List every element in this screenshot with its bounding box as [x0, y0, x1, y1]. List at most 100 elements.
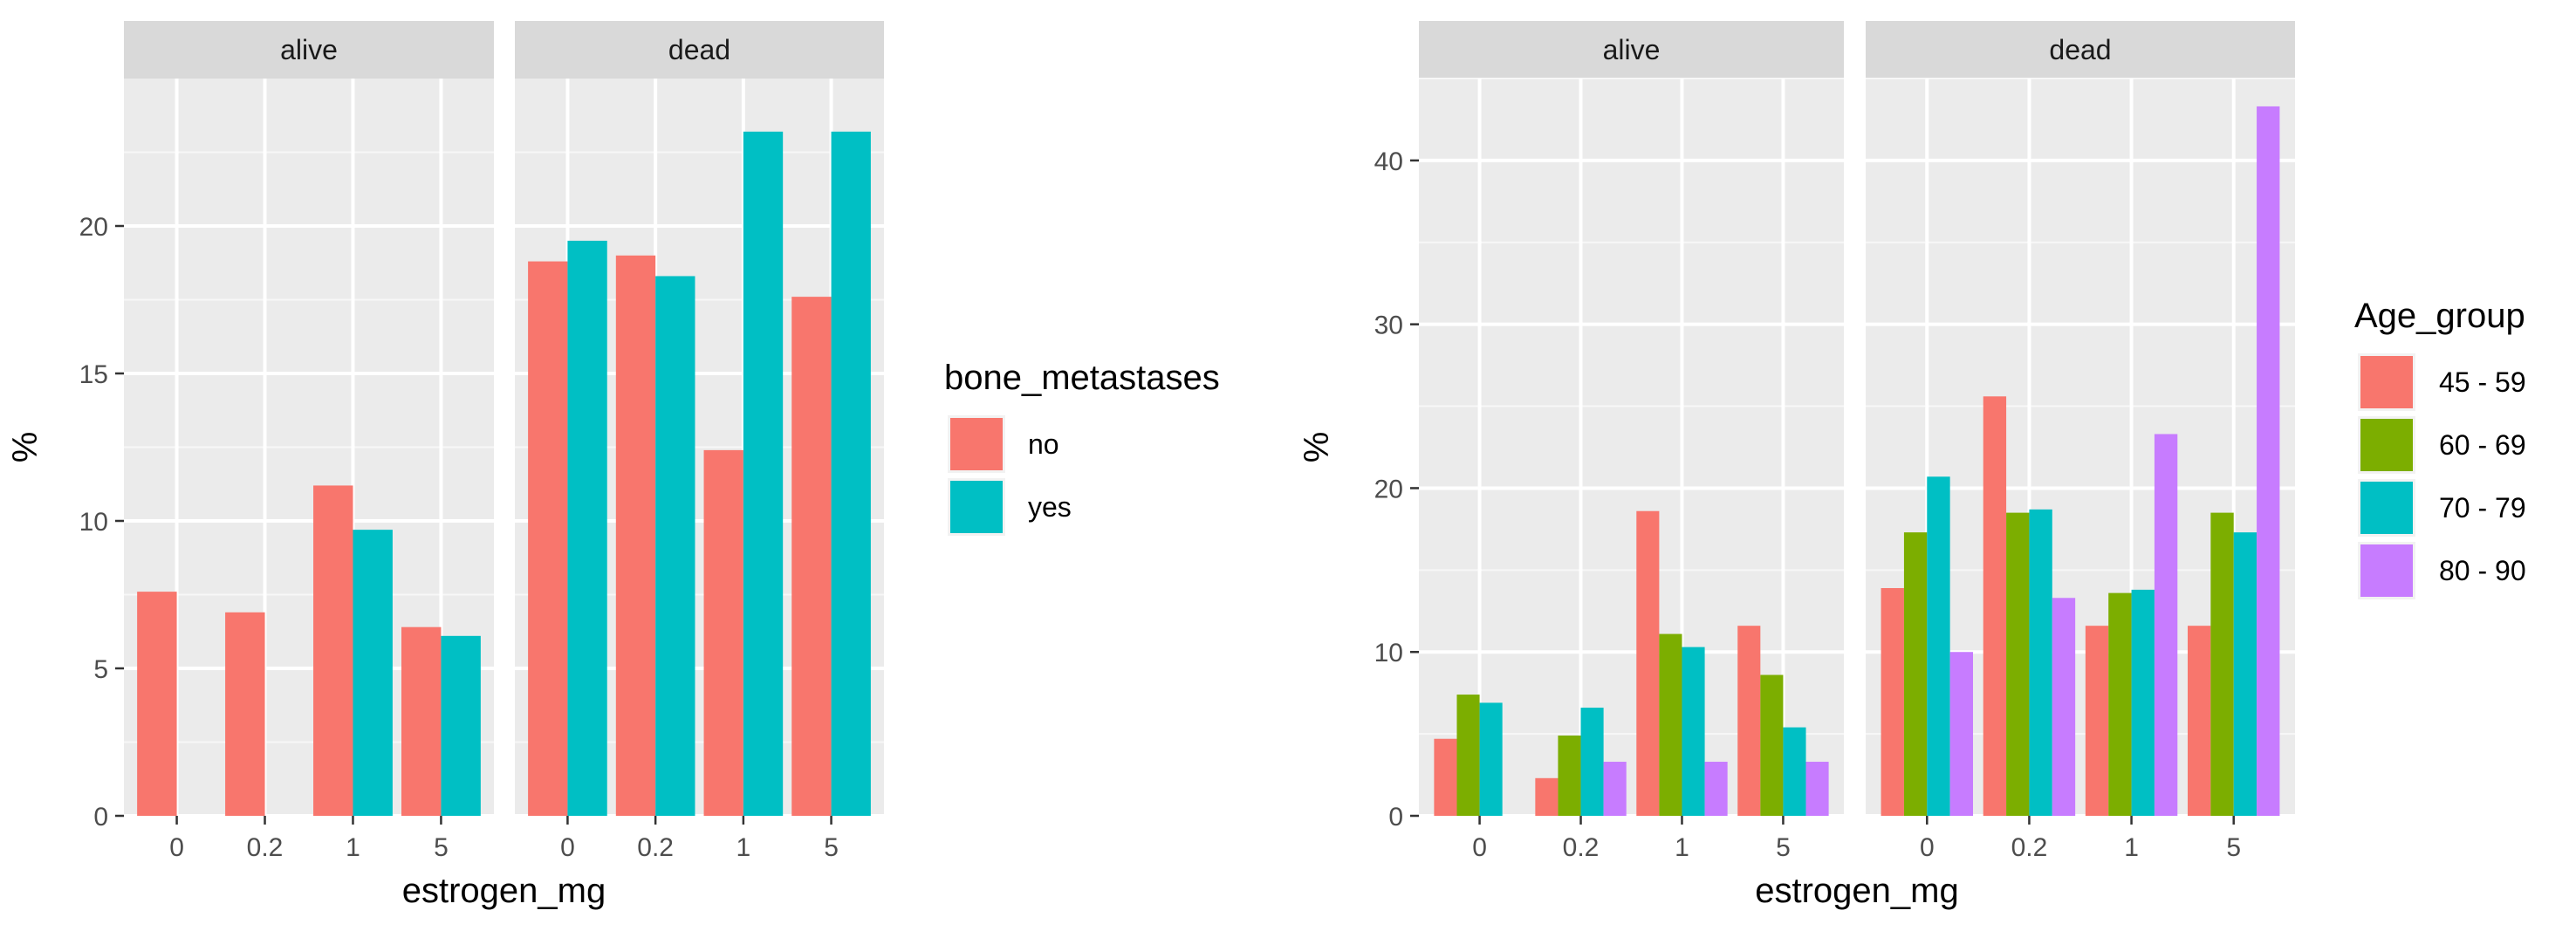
bar	[2188, 626, 2211, 816]
x-tick-label: 0.2	[637, 833, 674, 862]
y-axis-title: %	[6, 432, 45, 463]
legend-label: no	[1028, 428, 1059, 460]
bar	[2108, 592, 2132, 816]
bar	[1704, 762, 1728, 816]
y-axis-title: %	[1298, 432, 1336, 463]
facet-strip	[515, 21, 884, 79]
y-tick-label: 5	[93, 655, 108, 684]
facet-strip	[124, 21, 494, 79]
bar	[2131, 589, 2155, 816]
x-tick-label: 5	[2226, 833, 2241, 862]
legend-label: 70 - 79	[2439, 492, 2526, 524]
legend-key-swatch	[950, 481, 1003, 533]
bar	[441, 635, 481, 816]
legend-label: 60 - 69	[2439, 429, 2526, 461]
bar	[1603, 762, 1627, 816]
bar	[1881, 587, 1904, 816]
x-tick-label: 0.2	[2011, 833, 2048, 862]
bar	[1636, 510, 1660, 816]
facet-label: alive	[280, 34, 338, 65]
bar	[703, 449, 743, 816]
y-tick-label: 30	[1374, 311, 1403, 340]
legend-label: yes	[1028, 491, 1072, 523]
y-tick-label: 0	[93, 803, 108, 832]
bar	[1558, 735, 1581, 816]
facet-dead: dead 0 0.2 1 5	[1866, 21, 2295, 862]
legend-key-swatch	[2360, 482, 2413, 534]
bar	[1903, 532, 1928, 816]
bar	[1434, 738, 1457, 816]
bar	[2029, 509, 2052, 816]
bar	[1805, 762, 1829, 816]
legend-key-swatch	[950, 418, 1003, 470]
legend-key-swatch	[2360, 544, 2413, 597]
bar	[1927, 476, 1950, 816]
bar	[2085, 626, 2109, 816]
bar	[313, 485, 353, 816]
y-tick-label: 10	[79, 508, 108, 537]
facet-label: dead	[668, 34, 730, 65]
y-tick-label: 0	[1388, 803, 1403, 832]
facet-strip	[1866, 21, 2295, 79]
legend-key-swatch	[2360, 419, 2413, 471]
bar	[567, 240, 607, 816]
bar	[1535, 777, 1559, 816]
x-tick-label: 0	[1920, 833, 1935, 862]
bar	[528, 261, 568, 816]
bar	[2006, 512, 2030, 816]
bar	[1983, 396, 2007, 816]
legend: Age_group 45 - 59 60 - 69 70 - 79 80 - 90	[2354, 297, 2526, 599]
bar	[1737, 626, 1761, 816]
x-tick-label: 0	[1472, 833, 1487, 862]
x-tick-label: 1	[346, 833, 360, 862]
legend-label: 80 - 90	[2439, 555, 2526, 586]
legend-title: Age_group	[2354, 297, 2525, 335]
y-tick-label: 20	[1374, 475, 1403, 503]
y-tick-label: 10	[1374, 639, 1403, 667]
y-tick-label: 20	[79, 213, 108, 242]
bar	[831, 131, 871, 817]
bar	[615, 255, 656, 816]
bar	[2052, 598, 2076, 816]
bar	[2257, 106, 2280, 816]
x-axis-title: estrogen_mg	[1755, 872, 1958, 910]
bar	[353, 530, 393, 816]
x-axis-title: estrogen_mg	[402, 872, 606, 910]
bar	[137, 592, 177, 816]
bar	[1682, 647, 1705, 816]
facet-label: alive	[1603, 34, 1661, 65]
bar	[1456, 695, 1480, 816]
x-tick-label: 1	[1675, 833, 1689, 862]
x-tick-label: 0	[560, 833, 575, 862]
facet-label: dead	[2049, 34, 2111, 65]
legend-label: 45 - 59	[2439, 366, 2526, 398]
bar	[1760, 674, 1784, 816]
x-tick-label: 0.2	[247, 833, 284, 862]
x-tick-label: 1	[736, 833, 751, 862]
facet-strip	[1419, 21, 1844, 79]
x-tick-label: 1	[2124, 833, 2139, 862]
bar	[2154, 434, 2178, 816]
facet-dead: dead 0 0.2 1 5	[515, 21, 884, 862]
x-tick-label: 0.2	[1563, 833, 1600, 862]
x-tick-label: 5	[434, 833, 449, 862]
bar	[2233, 532, 2257, 816]
bar	[1783, 727, 1806, 816]
y-tick-label: 15	[79, 360, 108, 389]
bar	[401, 626, 442, 816]
bar	[1479, 702, 1503, 816]
bar	[791, 297, 832, 816]
bar	[225, 612, 265, 816]
bar	[1949, 652, 1973, 816]
bar	[1659, 633, 1682, 816]
bar	[2210, 512, 2234, 816]
x-tick-label: 0	[169, 833, 184, 862]
bar	[655, 276, 695, 817]
bar	[743, 131, 784, 817]
x-tick-label: 5	[824, 833, 839, 862]
bar	[1580, 708, 1604, 816]
